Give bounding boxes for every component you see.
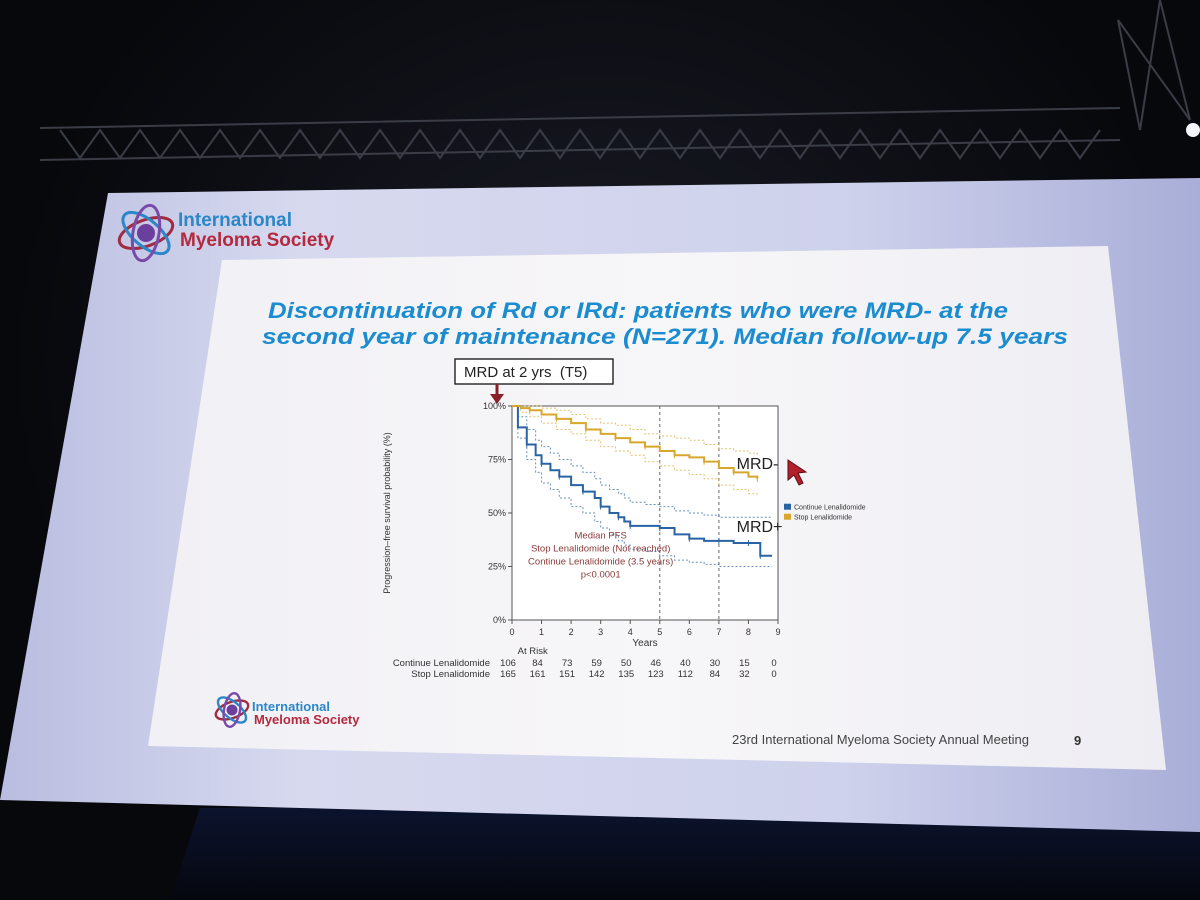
- callout-text: MRD at 2 yrs (T5): [464, 364, 587, 381]
- x-tick-label: 0: [509, 627, 514, 637]
- at-risk-cell: 15: [739, 658, 750, 669]
- callout-arrow-icon: [490, 384, 504, 404]
- x-axis-label: Years: [632, 638, 657, 649]
- y-tick-label: 75%: [488, 455, 506, 465]
- slide-title-line1: Discontinuation of Rd or IRd: patients w…: [268, 298, 1008, 323]
- annotation-line4: p<0.0001: [581, 570, 621, 581]
- x-tick-label: 9: [775, 627, 780, 637]
- at-risk-cell: 50: [621, 658, 632, 669]
- median-annotation: Median PFS Stop Lenalidomide (Not reache…: [528, 531, 673, 581]
- header-logo: International Myeloma Society: [117, 203, 335, 263]
- footer-org-line1: International: [252, 699, 330, 714]
- at-risk-cell: 59: [591, 658, 602, 669]
- survival-curves: [512, 405, 773, 559]
- at-risk-cell: 161: [530, 669, 546, 680]
- footer-logo: International Myeloma Society: [214, 692, 360, 728]
- confidence-bands: [512, 405, 773, 567]
- meeting-name: 23rd International Myeloma Society Annua…: [732, 732, 1029, 747]
- at-risk-cell: 32: [739, 669, 750, 680]
- at-risk-cell: 165: [500, 669, 516, 680]
- at-risk-row-name: Stop Lenalidomide: [411, 669, 490, 680]
- slide-title-line2: second year of maintenance (N =271). Medi…: [262, 324, 1068, 349]
- at-risk-cell: 142: [589, 669, 605, 680]
- page-number: 9: [1074, 733, 1081, 748]
- at-risk-cell: 46: [650, 658, 661, 669]
- header-org-line2: Myeloma Society: [180, 230, 335, 251]
- footer-atom-icon: [214, 692, 250, 728]
- continue-ci-upper: [512, 405, 773, 518]
- x-tick-label: 8: [746, 627, 751, 637]
- at-risk-cell: 151: [559, 669, 575, 680]
- annotation-line3: Continue Lenalidomide (3.5 years): [528, 557, 673, 568]
- at-risk-cell: 84: [710, 669, 721, 680]
- legend-swatch: [784, 503, 791, 510]
- y-tick-label: 0%: [493, 615, 506, 625]
- at-risk-row-name: Continue Lenalidomide: [393, 658, 490, 669]
- x-tick-label: 3: [598, 627, 603, 637]
- continue-curve: [512, 405, 773, 557]
- x-tick-label: 5: [657, 627, 662, 637]
- at-risk-cell: 73: [562, 658, 573, 669]
- at-risk-cell: 135: [618, 669, 634, 680]
- at-risk-cell: 106: [500, 658, 516, 669]
- x-axis: 0 1 2 3 4 5 6 7 8 9: [509, 620, 781, 637]
- x-tick-label: 6: [687, 627, 692, 637]
- y-tick-label: 50%: [488, 508, 506, 518]
- title-n: N: [632, 324, 652, 349]
- at-risk-cell: 123: [648, 669, 664, 680]
- at-risk-header: At Risk: [518, 646, 548, 657]
- mrd-pos-label: MRD+: [737, 519, 783, 536]
- mouse-cursor-icon: [787, 459, 808, 486]
- stage-light-icon: [1186, 123, 1200, 137]
- mrd-neg-label: MRD-: [737, 456, 779, 473]
- legend-label: Continue Lenalidomide: [794, 505, 866, 512]
- header-org-line1: International: [178, 210, 292, 231]
- x-tick-label: 2: [569, 627, 574, 637]
- annotation-line1: Median PFS: [575, 531, 627, 542]
- title-pre: second year of maintenance (: [262, 324, 635, 349]
- at-risk-cell: 0: [771, 658, 776, 669]
- callout-box: [454, 358, 614, 385]
- at-risk-cell: 84: [532, 658, 543, 669]
- y-axis-label: Progression–free survival probability (%…: [382, 432, 392, 594]
- at-risk-cell: 40: [680, 658, 691, 669]
- footer-org-line2: Myeloma Society: [254, 712, 360, 727]
- at-risk-cell: 30: [710, 658, 721, 669]
- at-risk-cell: 0: [771, 669, 776, 680]
- at-risk-table: At Risk Continue Lenalidomide 106 84 73 59 50 4…: [393, 646, 777, 680]
- continue-ci-lower: [512, 405, 773, 567]
- stop-ci-upper: [512, 405, 758, 456]
- legend-label: Stop Lenalidomide: [794, 515, 852, 522]
- stop-curve: [512, 405, 759, 479]
- x-tick-label: 4: [628, 627, 633, 637]
- plot-frame: [511, 405, 779, 621]
- legend-swatch: [784, 513, 791, 520]
- y-tick-label: 100%: [483, 401, 506, 411]
- atom-logo-icon: [117, 203, 175, 263]
- y-axis: 0% 25% 50% 75% 100%: [483, 401, 512, 625]
- at-risk-cell: 112: [678, 669, 693, 680]
- title-post: =271). Median follow-up 7.5 years: [651, 324, 1068, 349]
- stage-truss: [39, 0, 1191, 161]
- x-tick-label: 7: [716, 627, 721, 637]
- x-tick-label: 1: [539, 627, 544, 637]
- annotation-line2: Stop Lenalidomide (Not reached): [531, 544, 670, 555]
- legend: Continue Lenalidomide Stop Lenalidomide: [784, 503, 866, 522]
- y-tick-label: 25%: [488, 562, 506, 572]
